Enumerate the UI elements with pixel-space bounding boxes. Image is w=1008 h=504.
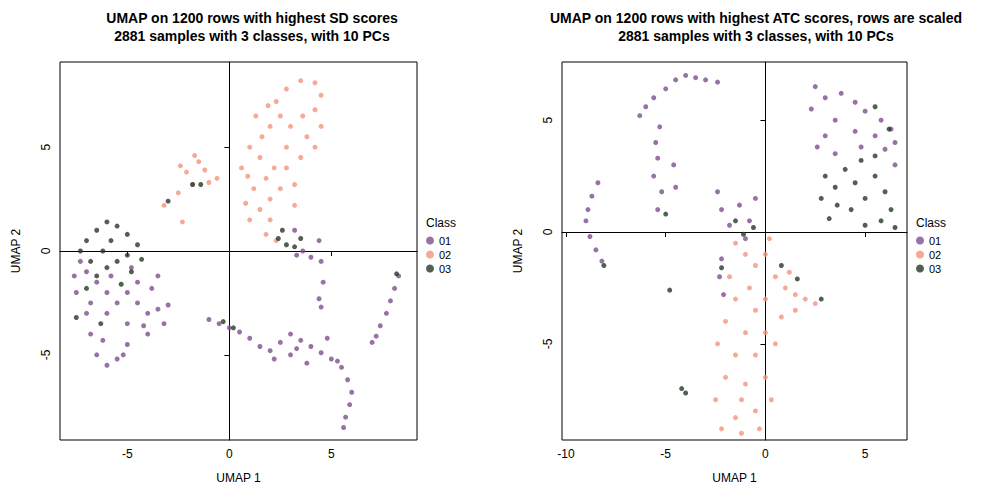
svg-text:UMAP on 1200 rows with highest: UMAP on 1200 rows with highest ATC score… [550,10,962,26]
svg-text:UMAP 2: UMAP 2 [9,228,23,273]
svg-text:5: 5 [541,116,555,123]
svg-text:-5: -5 [39,349,53,360]
svg-text:0: 0 [541,228,555,235]
svg-text:UMAP 1: UMAP 1 [712,471,757,485]
svg-text:5: 5 [862,447,869,461]
svg-text:-5: -5 [541,338,555,349]
svg-text:2881 samples with 3 classes, w: 2881 samples with 3 classes, with 10 PCs [618,28,894,44]
svg-text:-5: -5 [122,447,133,461]
svg-text:03: 03 [439,263,451,275]
svg-text:-5: -5 [660,447,671,461]
svg-text:5: 5 [328,447,335,461]
svg-text:01: 01 [929,235,941,247]
svg-text:Class: Class [916,216,946,230]
svg-text:2881 samples with 3 classes, w: 2881 samples with 3 classes, with 10 PCs [114,28,390,44]
svg-text:UMAP on 1200 rows with highest: UMAP on 1200 rows with highest SD scores [106,10,398,26]
svg-text:Class: Class [426,216,456,230]
svg-text:0: 0 [762,447,769,461]
svg-text:-10: -10 [557,447,575,461]
svg-text:02: 02 [439,249,451,261]
svg-text:02: 02 [929,249,941,261]
svg-text:01: 01 [439,235,451,247]
svg-text:UMAP 2: UMAP 2 [511,228,525,273]
svg-text:5: 5 [39,143,53,150]
svg-text:0: 0 [226,447,233,461]
svg-text:UMAP 1: UMAP 1 [216,471,261,485]
svg-text:0: 0 [39,247,53,254]
svg-text:03: 03 [929,263,941,275]
